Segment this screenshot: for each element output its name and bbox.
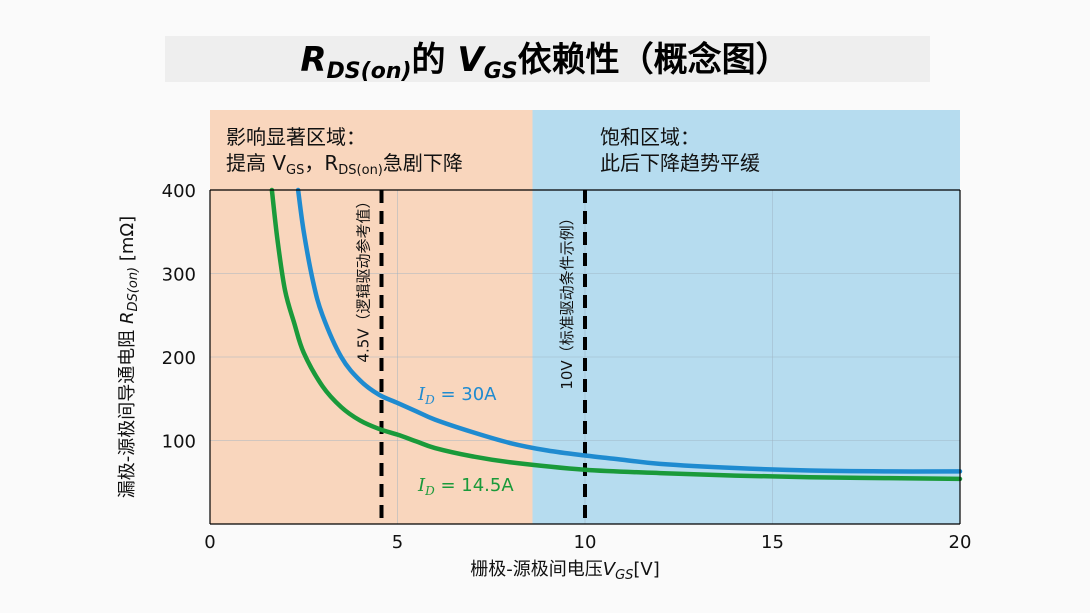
x-tick-label: 5 — [392, 532, 403, 553]
x-tick-label: 20 — [949, 532, 972, 553]
region-right-line1: 饱和区域： — [600, 125, 700, 149]
y-tick-label: 400 — [162, 181, 196, 202]
y-tick-label: 100 — [162, 432, 196, 453]
x-axis-label: 栅极-源极间电压VGS[V] — [470, 559, 660, 583]
series-line-30a — [295, 187, 963, 474]
tick-labels: 0 5 10 15 20 100 200 300 400 — [162, 181, 972, 553]
series-group: ID = 30A ID = 14.5A — [269, 187, 963, 498]
y-axis-label: 漏极-源极间导通电阻 RDS(on) [mΩ] — [117, 216, 141, 498]
region-saturation — [532, 110, 960, 524]
y-tick-label: 300 — [162, 265, 196, 286]
x-tick-label: 0 — [204, 532, 215, 553]
series-label-30a: ID = 30A — [417, 384, 497, 407]
reference-line-label: 10V（标准驱动条件示例） — [558, 210, 576, 389]
title-band — [165, 36, 930, 82]
region-right-line2: 此后下降趋势平缓 — [600, 151, 760, 175]
x-tick-label: 15 — [761, 532, 784, 553]
series-label-14-5a: ID = 14.5A — [417, 475, 514, 498]
reference-line-label: 4.5V（逻辑驱动参考值） — [355, 193, 373, 362]
region-left-line2: 提高 VGS，RDS(on)急剧下降 — [226, 151, 463, 178]
chart-title: RDS(on)的 VGS依赖性（概念图） — [300, 40, 789, 84]
region-significant — [210, 110, 533, 524]
axes — [209, 189, 961, 525]
y-tick-label: 200 — [162, 348, 196, 369]
region-left-line1: 影响显著区域： — [226, 125, 366, 149]
x-tick-label: 10 — [574, 532, 597, 553]
series-line-14-5a — [269, 187, 963, 482]
